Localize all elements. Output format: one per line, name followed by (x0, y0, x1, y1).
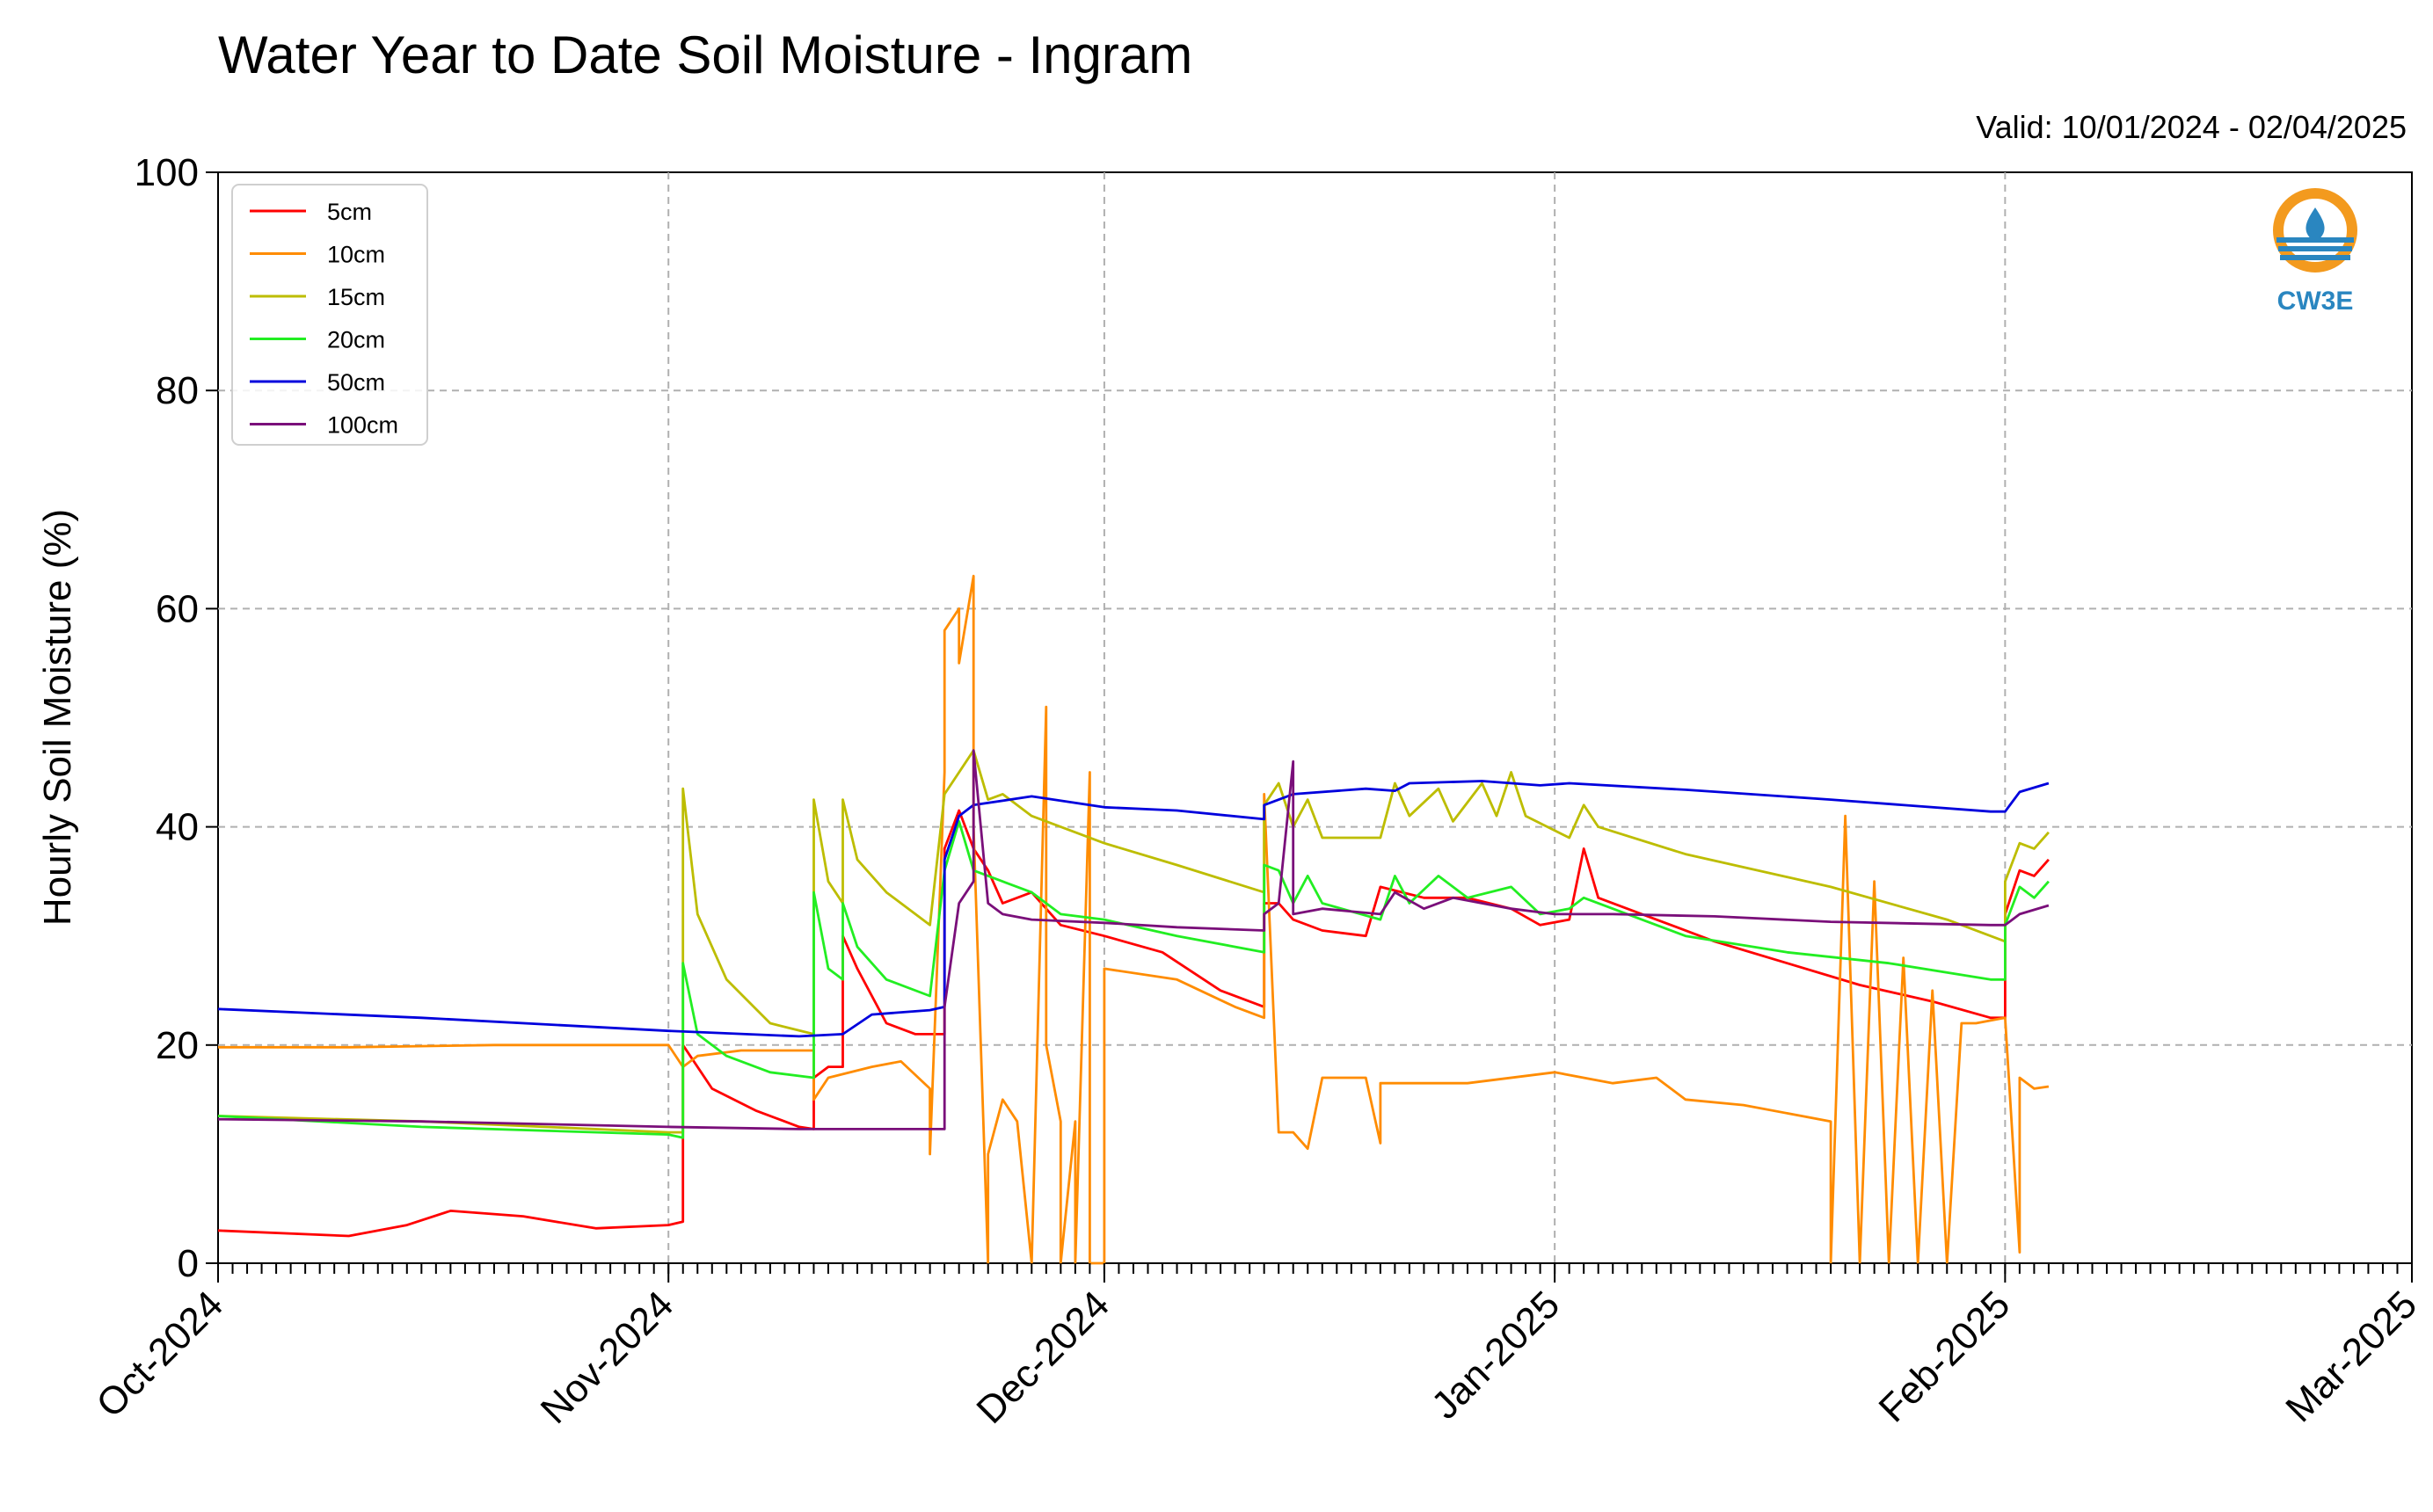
logo-ring (2273, 188, 2357, 273)
series-line-50cm (217, 780, 2050, 1038)
x-tick-label: Nov-2024 (533, 1283, 682, 1432)
series-line-100cm (217, 749, 2050, 1130)
x-tick-label: Oct-2024 (88, 1283, 231, 1426)
legend-label: 5cm (327, 199, 372, 225)
cw3e-logo: CW3E (2273, 188, 2357, 316)
series-lines (217, 574, 2050, 1265)
y-tick-label: 40 (156, 806, 199, 849)
series-line-20cm (217, 820, 2050, 1139)
chart-title: Water Year to Date Soil Moisture - Ingra… (218, 25, 1193, 84)
logo-wave (2280, 255, 2350, 260)
legend-label: 100cm (327, 412, 398, 439)
series-line-10cm (218, 574, 2050, 1265)
logo-wave (2276, 237, 2354, 243)
logo-text: CW3E (2277, 287, 2354, 316)
x-tick-label: Feb-2025 (1871, 1283, 2019, 1430)
legend-box (231, 184, 428, 446)
legend-label: 10cm (327, 242, 385, 268)
y-tick-label: 20 (156, 1024, 199, 1067)
y-tick-label: 80 (156, 369, 199, 412)
legend-label: 15cm (327, 284, 385, 310)
x-tick-label: Jan-2025 (1424, 1283, 1568, 1427)
plot-area-frame (217, 171, 2413, 1264)
y-axis: 0 20 40 60 80 100 (135, 151, 218, 1285)
x-axis: Oct-2024 Nov-2024 Dec-2024 Jan-2025 Feb-2025… (88, 1263, 2425, 1432)
y-axis-label: Hourly Soil Moisture (%) (36, 509, 79, 926)
grid-lines (218, 172, 2412, 1263)
y-tick-label: 0 (178, 1242, 199, 1285)
water-drop-icon (2306, 207, 2325, 243)
y-tick-label: 60 (156, 587, 199, 630)
series-line-5cm (217, 809, 2050, 1238)
x-tick-label: Dec-2024 (968, 1283, 1118, 1432)
valid-date-range: Valid: 10/01/2024 - 02/04/2025 (1976, 109, 2407, 145)
legend-label: 20cm (327, 327, 385, 353)
legend: 5cm 10cm 15cm 20cm 50cm 100cm (231, 184, 428, 446)
x-tick-label: Mar-2025 (2277, 1283, 2425, 1430)
legend-label: 50cm (327, 369, 385, 396)
y-tick-label: 100 (135, 151, 199, 194)
logo-wave (2278, 246, 2352, 251)
